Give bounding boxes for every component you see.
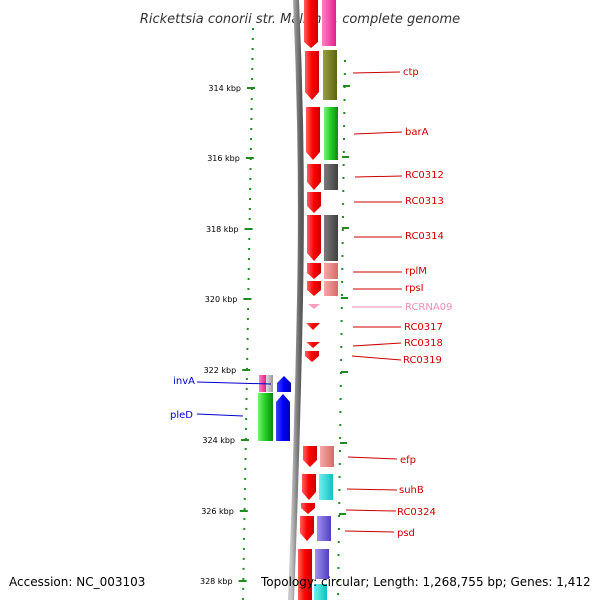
accession-text: Accession: NC_003103 (9, 575, 145, 589)
label-connector (347, 456, 398, 460)
gene-label[interactable]: rpsI (405, 283, 424, 294)
label-connector (353, 131, 403, 135)
label-connector (354, 175, 403, 178)
axis-tick-label: 318 kbp (206, 225, 239, 234)
gene-label[interactable]: rplM (405, 266, 427, 277)
function-boxes (314, 0, 338, 600)
axis-ticks: 314 kbp 316 kbp 318 kbp 320 kbp 322 kbp 324 k… (200, 84, 255, 586)
function-box (320, 446, 334, 467)
label-connectors (196, 71, 403, 533)
cds-arrow (307, 192, 321, 213)
axis-tick-label: 320 kbp (205, 295, 238, 304)
axis-tick-label: 324 kbp (202, 436, 235, 445)
cds-arrow (301, 503, 315, 514)
gene-label[interactable]: RC0314 (405, 231, 444, 242)
label-connector (196, 413, 244, 417)
axis-tick-label: 326 kbp (201, 507, 234, 516)
gene-label[interactable]: pleD (170, 410, 193, 421)
function-box (315, 549, 329, 579)
gene-label[interactable]: RC0319 (403, 355, 442, 366)
axis-dotted-line (242, 27, 254, 600)
function-box (324, 263, 338, 279)
gene-labels: ctp barA RC0312 RC0313 RC0314 rplM rpsI RCRNA09… (170, 67, 452, 539)
cds-arrow (306, 107, 320, 160)
gene-label[interactable]: invA (173, 376, 195, 387)
axis-tick-label: 322 kbp (204, 366, 237, 375)
function-box (324, 164, 338, 190)
cds-arrow (307, 215, 321, 261)
function-box (319, 474, 333, 500)
gene-label[interactable]: barA (405, 127, 429, 138)
gene-label[interactable]: RC0317 (404, 322, 443, 333)
label-connector (352, 342, 402, 347)
cds-arrow (307, 164, 321, 190)
cds-arrow (306, 342, 320, 348)
cds-arrow (305, 351, 319, 362)
cds-arrow (304, 0, 318, 48)
cds-arrow (307, 281, 321, 296)
axis-tick-label: 316 kbp (207, 154, 240, 163)
gene-label[interactable]: RC0312 (405, 170, 444, 181)
cds-arrow (302, 474, 316, 500)
function-box (258, 393, 273, 441)
gene-label[interactable]: ctp (403, 67, 419, 78)
track-tick-marks (339, 85, 350, 515)
gene-label[interactable]: RC0313 (405, 196, 444, 207)
cds-arrow (303, 446, 317, 467)
topology-text: Topology: circular; Length: 1,268,755 bp… (260, 575, 591, 589)
function-box (322, 0, 336, 46)
function-box (314, 584, 327, 600)
map-title: Rickettsia conorii str. Malish 7, comple… (140, 12, 460, 27)
label-connector (346, 488, 398, 491)
gene-label[interactable]: RC0324 (397, 507, 436, 518)
reverse-strand-features (258, 375, 291, 441)
label-connector (345, 509, 397, 512)
coordinate-axis: 314 kbp 316 kbp 318 kbp 320 kbp 322 kbp 324 k… (200, 27, 255, 600)
cds-arrow (306, 323, 320, 330)
gene-label[interactable]: psd (397, 528, 415, 539)
gene-label[interactable]: suhB (399, 485, 424, 496)
axis-tick-label: 328 kbp (200, 577, 233, 586)
label-connector (344, 530, 395, 533)
cds-arrow (307, 263, 321, 279)
function-box (324, 215, 338, 261)
axis-tick-label: 314 kbp (208, 84, 241, 93)
genome-backbone (288, 0, 304, 600)
label-connector (352, 71, 401, 74)
cds-arrow (300, 516, 314, 541)
cds-features (298, 0, 321, 600)
label-connector (351, 355, 402, 361)
function-box (324, 107, 338, 160)
function-box (323, 50, 337, 100)
rna-arrow (308, 304, 320, 309)
gene-label[interactable]: RCRNA09 (405, 302, 452, 313)
cds-arrow (277, 376, 291, 392)
gene-label[interactable]: RC0318 (404, 338, 443, 349)
cds-arrow (298, 549, 312, 600)
function-box (324, 281, 338, 296)
cds-arrow (305, 51, 319, 100)
track-dotted-line (337, 59, 346, 600)
cds-arrow (276, 394, 290, 441)
gene-label[interactable]: efp (400, 455, 416, 466)
function-box (317, 516, 331, 541)
label-connector (196, 381, 272, 385)
